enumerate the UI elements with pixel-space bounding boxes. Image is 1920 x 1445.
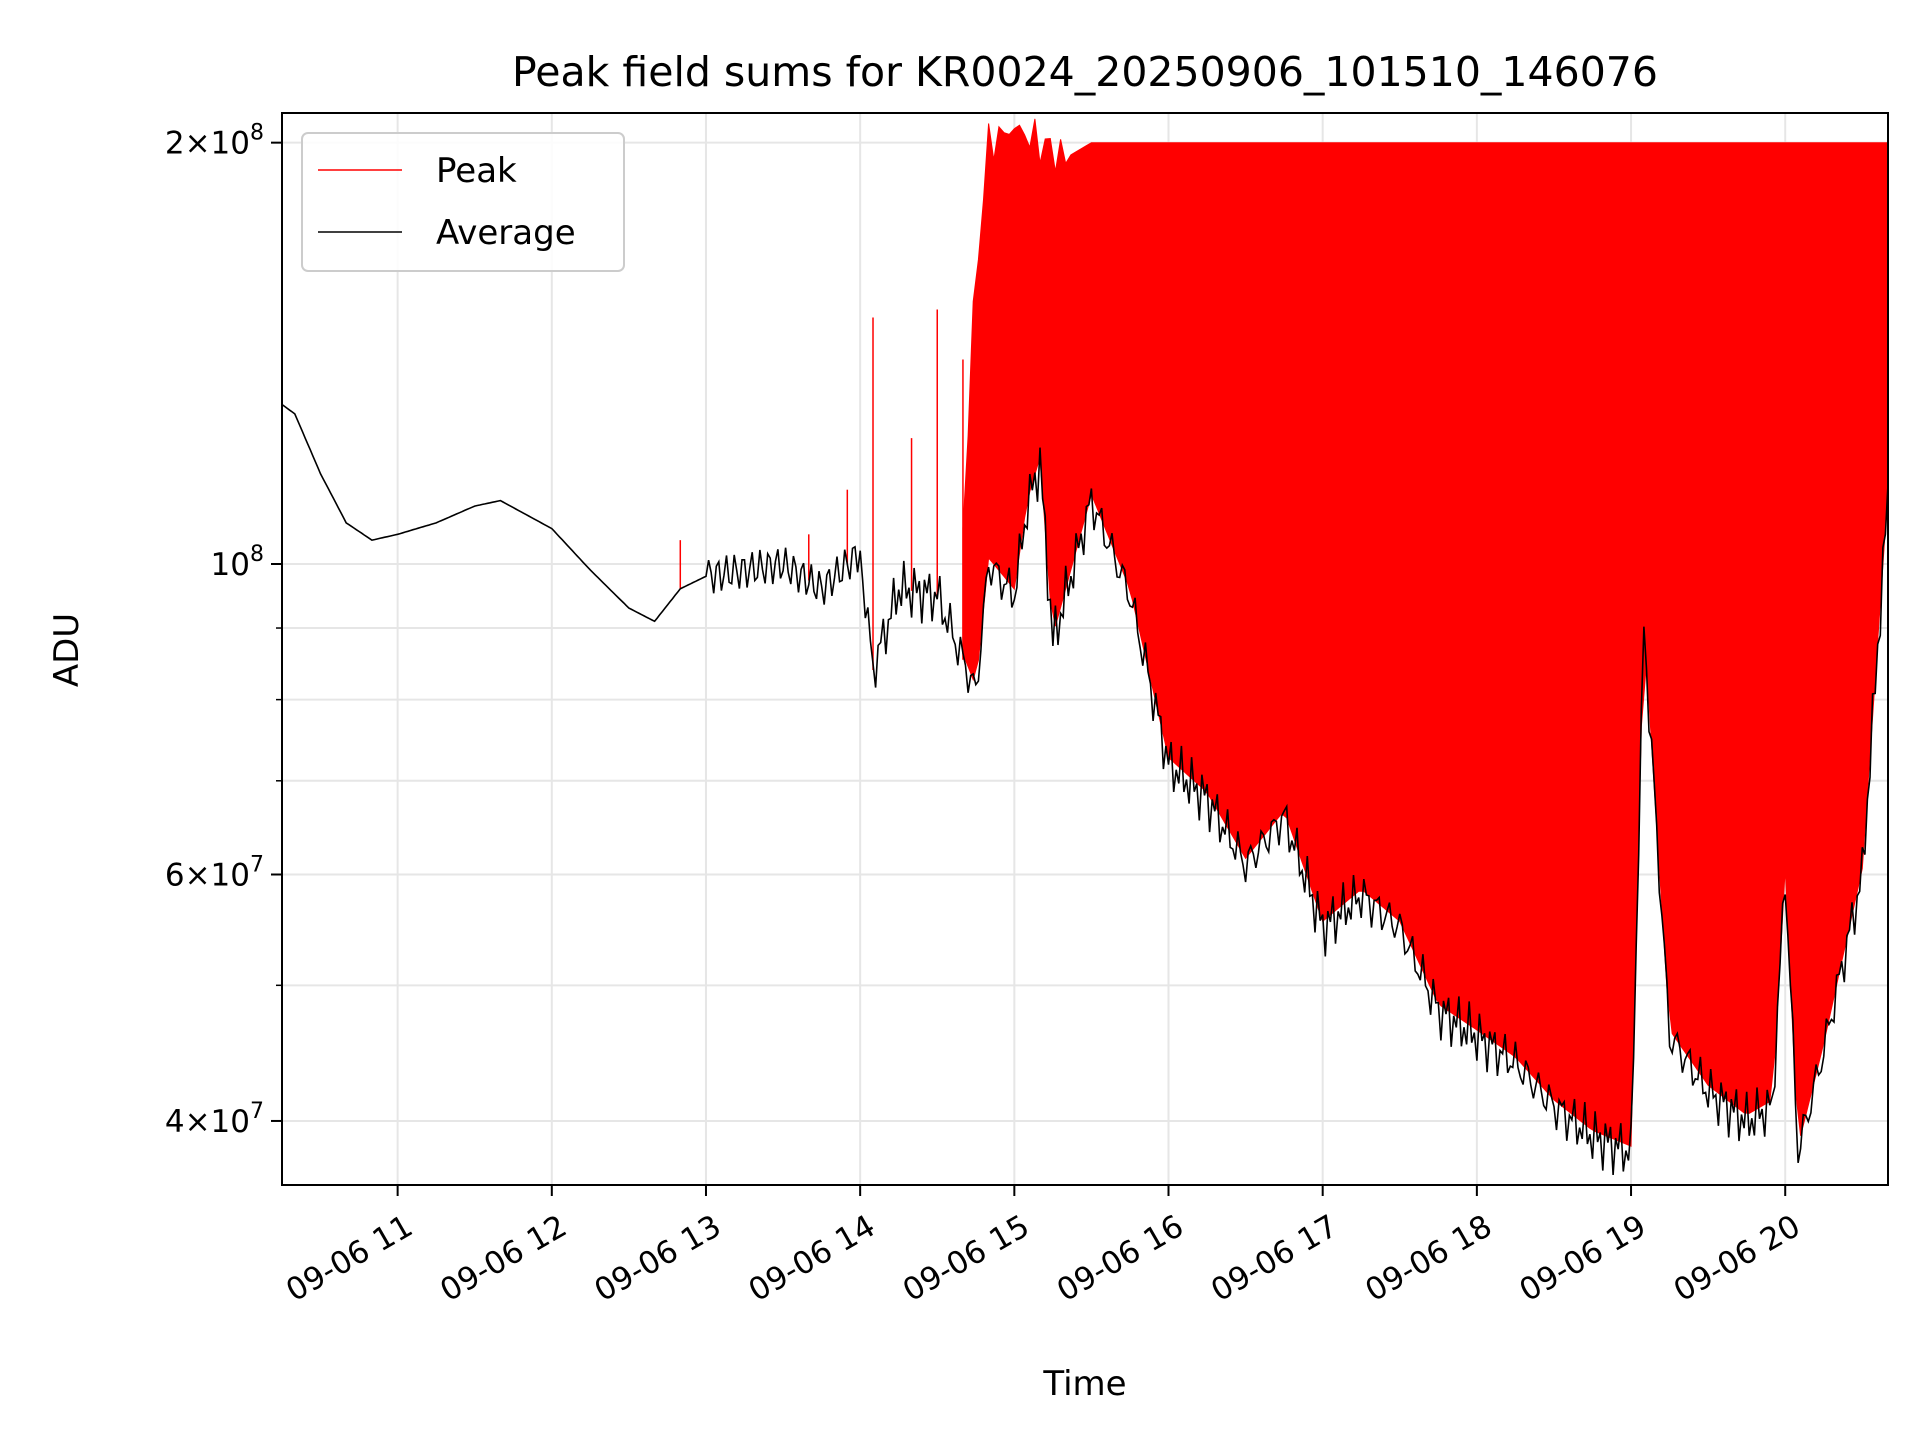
average-series-line [282, 403, 1888, 1175]
y-tick-label: 4×107 [165, 1099, 264, 1140]
legend-box [301, 132, 625, 272]
x-axis-label: Time [1042, 1364, 1126, 1404]
peak-series-band [962, 118, 1888, 1147]
y-tick-label: 108 [211, 542, 264, 583]
plot-frame [281, 112, 1889, 1186]
data-layer [282, 118, 1888, 1175]
chart-title: Peak field sums for KR0024_20250906_1015… [512, 48, 1658, 96]
y-tick-label: 6×107 [165, 852, 264, 893]
y-tick-label: 2×108 [165, 121, 264, 162]
legend-average-label: Average [436, 213, 576, 253]
legend-peak-label: Peak [436, 151, 517, 191]
legend: Peak Average [301, 132, 625, 272]
y-axis-label: ADU [47, 613, 87, 687]
